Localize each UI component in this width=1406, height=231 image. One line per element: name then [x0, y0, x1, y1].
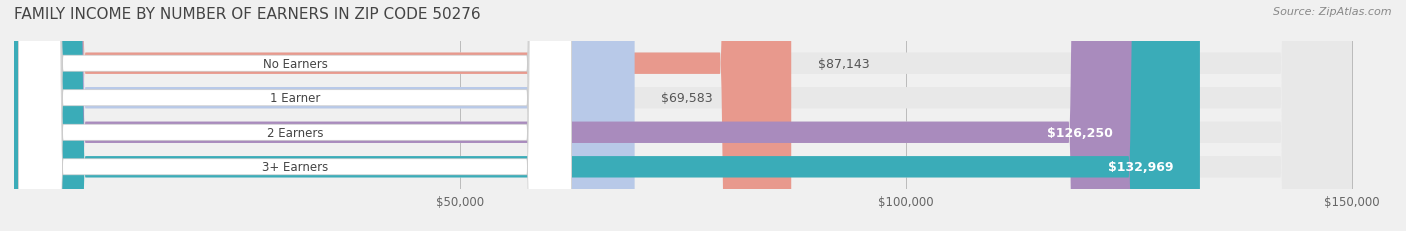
Text: $69,583: $69,583	[661, 92, 713, 105]
Text: 3+ Earners: 3+ Earners	[262, 161, 328, 173]
FancyBboxPatch shape	[14, 0, 1351, 231]
FancyBboxPatch shape	[18, 0, 571, 231]
FancyBboxPatch shape	[14, 0, 1351, 231]
FancyBboxPatch shape	[14, 0, 1199, 231]
FancyBboxPatch shape	[14, 0, 1351, 231]
FancyBboxPatch shape	[18, 0, 571, 231]
Text: Source: ZipAtlas.com: Source: ZipAtlas.com	[1274, 7, 1392, 17]
FancyBboxPatch shape	[14, 0, 792, 231]
FancyBboxPatch shape	[14, 0, 1351, 231]
FancyBboxPatch shape	[14, 0, 634, 231]
Text: No Earners: No Earners	[263, 58, 328, 70]
FancyBboxPatch shape	[18, 0, 571, 231]
Text: 1 Earner: 1 Earner	[270, 92, 321, 105]
Text: FAMILY INCOME BY NUMBER OF EARNERS IN ZIP CODE 50276: FAMILY INCOME BY NUMBER OF EARNERS IN ZI…	[14, 7, 481, 22]
Text: $87,143: $87,143	[818, 58, 869, 70]
FancyBboxPatch shape	[18, 0, 571, 231]
Text: $126,250: $126,250	[1047, 126, 1114, 139]
Text: $132,969: $132,969	[1108, 161, 1173, 173]
FancyBboxPatch shape	[14, 0, 1140, 231]
Text: 2 Earners: 2 Earners	[267, 126, 323, 139]
